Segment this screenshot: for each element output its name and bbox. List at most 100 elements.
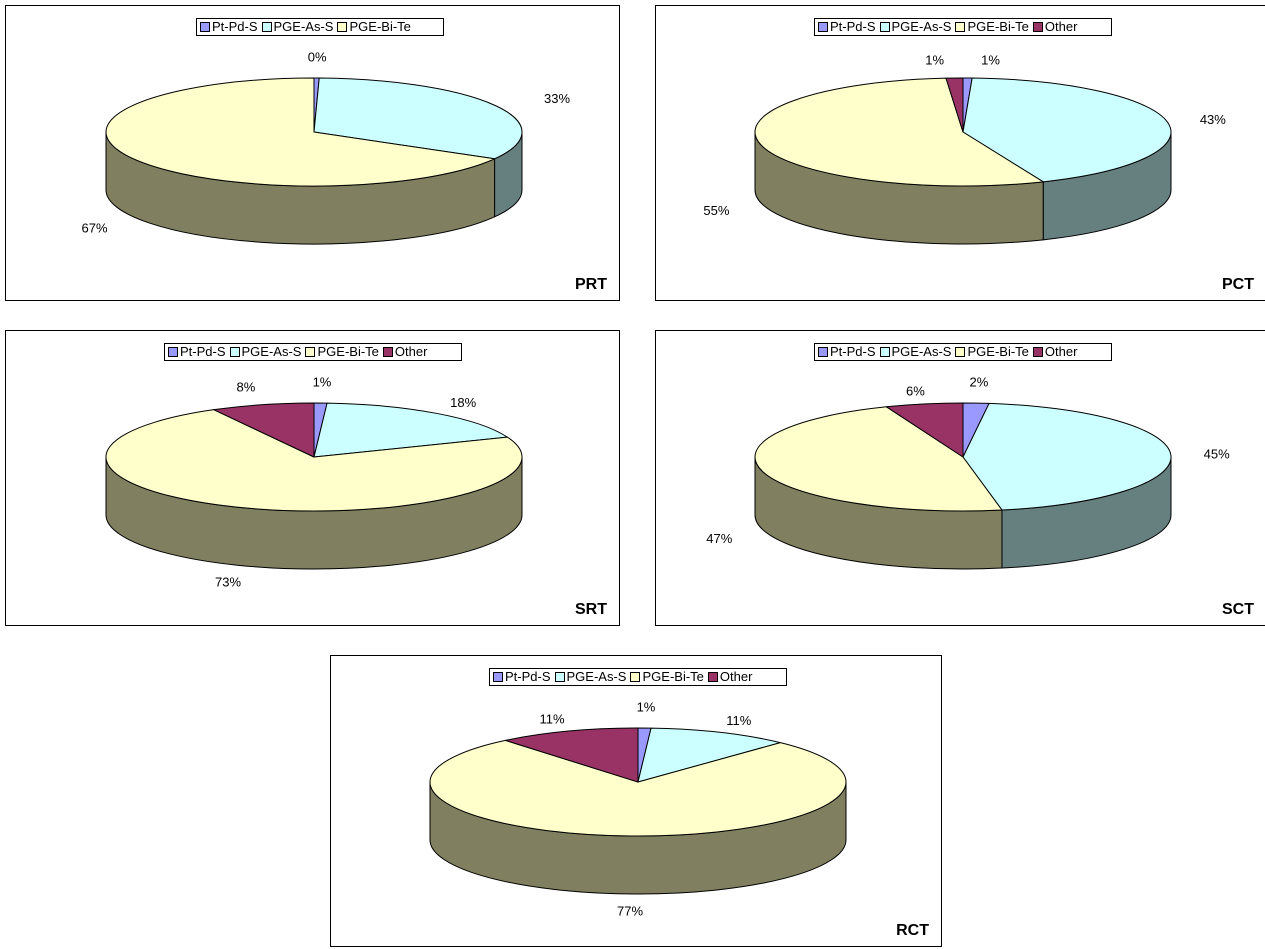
legend-swatch xyxy=(879,347,890,357)
legend-swatch xyxy=(168,347,178,357)
pie-slice-pge-as-s xyxy=(313,77,523,160)
data-label-pge-bi-te: 73% xyxy=(215,574,241,589)
pie-slice-pge-as-s xyxy=(962,402,1172,511)
legend-label: PGE-As-S xyxy=(891,344,952,359)
legend-item-pge-as-s: PGE-As-S xyxy=(229,344,302,360)
legend-label: Pt-Pd-S xyxy=(830,19,876,34)
chart-panel-srt: Pt-Pd-S PGE-As-S PGE-Bi-Te Other 1% 18% 73… xyxy=(5,330,620,626)
legend-label: PGE-Bi-Te xyxy=(642,669,704,684)
legend-swatch xyxy=(955,347,966,357)
chart-code-label: PCT xyxy=(1222,276,1254,293)
legend-label: Other xyxy=(394,344,428,359)
data-label-pge-bi-te: 77% xyxy=(617,903,643,918)
pie-chart: 1% 11% 77% 11% xyxy=(429,700,847,919)
data-label-other: 6% xyxy=(906,384,925,399)
legend-label: Other xyxy=(1044,344,1078,359)
legend: Pt-Pd-S PGE-As-S PGE-Bi-Te Other xyxy=(814,18,1112,36)
legend-item-pge-bi-te: PGE-Bi-Te xyxy=(955,19,1029,35)
legend-item-pge-as-s: PGE-As-S xyxy=(554,669,627,685)
legend-label: PGE-As-S xyxy=(241,344,302,359)
pie-chart: 2% 45% 47% 6% xyxy=(706,375,1230,570)
legend-item-pge-as-s: PGE-As-S xyxy=(879,344,952,360)
pie-slice-pge-bi-te xyxy=(105,77,496,187)
legend-label: PGE-Bi-Te xyxy=(349,19,411,34)
data-label-pge-bi-te: 67% xyxy=(81,220,107,235)
data-label-pge-as-s: 18% xyxy=(450,395,476,410)
pie-slice-pge-as-s xyxy=(962,77,1172,183)
legend: Pt-Pd-S PGE-As-S PGE-Bi-Te xyxy=(196,18,444,36)
pie-slice-other xyxy=(885,402,964,458)
pie-slice-other xyxy=(504,727,639,783)
legend-label: Pt-Pd-S xyxy=(830,344,876,359)
pie-top xyxy=(429,727,847,837)
legend-label: PGE-As-S xyxy=(273,19,334,34)
legend: Pt-Pd-S PGE-As-S PGE-Bi-Te Other xyxy=(164,343,462,361)
legend-label: PGE-Bi-Te xyxy=(317,344,379,359)
data-label-other: 1% xyxy=(925,53,944,68)
legend-swatch xyxy=(630,672,641,682)
pie-data-labels: 1% 43% 55% 1% xyxy=(703,53,1226,218)
data-label-pt-pd-s: 0% xyxy=(308,50,327,65)
data-label-pt-pd-s: 1% xyxy=(313,375,332,390)
pie-slice-pge-as-s xyxy=(637,727,781,783)
chart-panel-sct: Pt-Pd-S PGE-As-S PGE-Bi-Te Other 2% 45% 47… xyxy=(655,330,1265,626)
legend-item-pge-bi-te: PGE-Bi-Te xyxy=(337,19,411,35)
pie-slice-pge-bi-te xyxy=(754,406,1003,512)
pie-slice-pge-bi-te xyxy=(754,77,1044,187)
data-label-pge-as-s: 11% xyxy=(726,713,751,728)
legend-item-pge-as-s: PGE-As-S xyxy=(879,19,952,35)
legend-swatch xyxy=(493,672,503,682)
legend-label: Pt-Pd-S xyxy=(212,19,258,34)
pie-data-labels: 1% 18% 73% 8% xyxy=(215,375,477,590)
legend-item-pge-bi-te: PGE-Bi-Te xyxy=(630,669,704,685)
legend-swatch xyxy=(955,22,966,32)
legend-item-pt-pd-s: Pt-Pd-S xyxy=(493,669,551,685)
pie-top xyxy=(105,402,523,512)
legend-swatch xyxy=(1032,347,1043,357)
chart-code-label: RCT xyxy=(896,922,929,939)
pie-top xyxy=(105,77,523,187)
legend-swatch xyxy=(337,22,348,32)
legend-item-pge-bi-te: PGE-Bi-Te xyxy=(305,344,379,360)
pie-chart: 0% 33% 67% xyxy=(81,50,571,245)
legend-label: PGE-As-S xyxy=(566,669,627,684)
legend-swatch xyxy=(382,347,393,357)
legend-label: Pt-Pd-S xyxy=(505,669,551,684)
legend: Pt-Pd-S PGE-As-S PGE-Bi-Te Other xyxy=(814,343,1112,361)
legend-label: Other xyxy=(1044,19,1078,34)
legend-item-pt-pd-s: Pt-Pd-S xyxy=(200,19,258,35)
legend-item-other: Other xyxy=(707,669,753,685)
data-label-other: 11% xyxy=(540,711,565,726)
legend-label: PGE-Bi-Te xyxy=(967,19,1029,34)
legend-item-pt-pd-s: Pt-Pd-S xyxy=(818,19,876,35)
legend: Pt-Pd-S PGE-As-S PGE-Bi-Te Other xyxy=(489,668,787,686)
pie-slice-pge-bi-te xyxy=(429,739,847,837)
legend-label: Pt-Pd-S xyxy=(180,344,226,359)
legend-label: Other xyxy=(719,669,753,684)
pie-slice-pge-bi-te xyxy=(105,409,523,512)
pie-data-labels: 2% 45% 47% 6% xyxy=(706,375,1230,546)
data-label-pge-as-s: 43% xyxy=(1200,112,1226,127)
legend-swatch xyxy=(229,347,240,357)
data-label-pt-pd-s: 1% xyxy=(981,53,1000,68)
legend-item-pge-as-s: PGE-As-S xyxy=(261,19,334,35)
legend-swatch xyxy=(261,22,272,32)
legend-swatch xyxy=(1032,22,1043,32)
legend-item-pt-pd-s: Pt-Pd-S xyxy=(168,344,226,360)
pie-top xyxy=(754,77,1172,187)
pie-top xyxy=(754,402,1172,512)
data-label-pge-as-s: 45% xyxy=(1204,446,1230,461)
data-label-pge-as-s: 33% xyxy=(544,91,570,106)
pie-data-labels: 1% 11% 77% 11% xyxy=(540,700,752,919)
legend-swatch xyxy=(200,22,210,32)
legend-item-other: Other xyxy=(1032,19,1078,35)
legend-swatch xyxy=(818,347,828,357)
pie-data-labels: 0% 33% 67% xyxy=(81,50,570,236)
legend-item-other: Other xyxy=(1032,344,1078,360)
legend-label: PGE-As-S xyxy=(891,19,952,34)
pie-slice-other xyxy=(945,77,964,133)
chart-code-label: PRT xyxy=(575,276,607,293)
data-label-pge-bi-te: 47% xyxy=(706,531,732,546)
legend-swatch xyxy=(879,22,890,32)
data-label-other: 8% xyxy=(236,380,255,395)
